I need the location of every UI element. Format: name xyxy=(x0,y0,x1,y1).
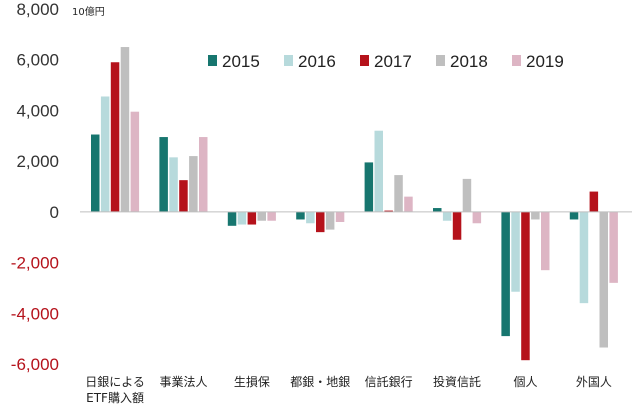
bar-2019 xyxy=(267,211,276,221)
bar-2016 xyxy=(442,211,452,221)
bar-2019 xyxy=(335,211,345,222)
bar-2019 xyxy=(541,211,550,271)
x-tick-label: 都銀・地銀 xyxy=(290,375,350,389)
legend-swatch-2015 xyxy=(208,55,217,66)
y-tick-label: -6,000 xyxy=(11,355,59,374)
bars xyxy=(91,47,618,361)
bar-2016 xyxy=(100,96,110,212)
bar-2015 xyxy=(91,134,100,212)
bar-2017 xyxy=(521,211,530,361)
bar-2018 xyxy=(394,175,403,212)
bar-2015 xyxy=(433,208,442,212)
bar-2019 xyxy=(472,211,482,224)
legend: 2015 2016 2017 2018 2019 xyxy=(208,52,564,71)
legend-swatch-2017 xyxy=(360,55,369,66)
x-tick-label: 個人 xyxy=(513,375,537,389)
legend-label-2015: 2015 xyxy=(222,52,260,71)
bar-2016 xyxy=(237,211,247,225)
x-tick-label: 日銀による ETF購入額 xyxy=(85,375,145,405)
y-tick-label: 0 xyxy=(50,203,59,222)
bar-2016 xyxy=(306,211,315,224)
legend-label-2017: 2017 xyxy=(374,52,412,71)
bar-2017 xyxy=(316,211,325,233)
legend-swatch-2016 xyxy=(284,55,293,66)
bar-2019 xyxy=(609,211,618,283)
legend-label-2019: 2019 xyxy=(526,52,564,71)
bar-2017 xyxy=(179,180,188,212)
bar-2015 xyxy=(227,211,237,226)
x-tick-label: 事業法人 xyxy=(159,375,207,389)
bar-2016 xyxy=(579,211,589,304)
x-tick-label: 信託銀行 xyxy=(365,374,413,389)
bar-2018 xyxy=(531,211,540,220)
y-tick-label: 4,000 xyxy=(16,101,59,120)
bar-2015 xyxy=(364,162,374,212)
bar-2015 xyxy=(501,211,510,337)
bar-2018 xyxy=(599,211,608,348)
bar-2015 xyxy=(569,211,579,220)
y-tick-label: 8,000 xyxy=(16,0,59,19)
bar-2016 xyxy=(374,130,383,212)
x-tick-label: 生損保 xyxy=(234,374,270,389)
unit-label: 10億円 xyxy=(72,5,105,18)
legend-swatch-2019 xyxy=(512,55,521,66)
bar-2019 xyxy=(199,137,208,212)
y-tick-label: -4,000 xyxy=(11,304,59,323)
bar-2016 xyxy=(511,211,520,292)
bar-2018 xyxy=(189,156,198,212)
bar-2019 xyxy=(130,111,140,212)
bar-2017 xyxy=(384,210,393,212)
y-tick-label: -2,000 xyxy=(11,254,59,273)
bar-2019 xyxy=(404,196,413,212)
legend-swatch-2018 xyxy=(436,55,445,66)
bar-2016 xyxy=(169,157,178,212)
x-tick-label: 投資信託 xyxy=(433,374,481,389)
bar-2017 xyxy=(452,211,462,240)
legend-label-2018: 2018 xyxy=(450,52,488,71)
y-axis: 8,000 6,000 4,000 2,000 0 -2,000 -4,000 -6,000 xyxy=(11,0,59,374)
bar-2018 xyxy=(325,211,335,230)
bar-2017 xyxy=(247,211,257,225)
bar-2015 xyxy=(296,211,305,220)
y-tick-label: 6,000 xyxy=(16,51,59,70)
bar-2017 xyxy=(589,191,599,212)
bar-2017 xyxy=(110,62,120,212)
x-tick-label: 外国人 xyxy=(576,375,612,389)
bar-2018 xyxy=(462,178,472,212)
bar-2018 xyxy=(257,211,266,221)
bar-2015 xyxy=(159,137,168,212)
legend-label-2016: 2016 xyxy=(298,52,336,71)
bar-2018 xyxy=(120,47,130,212)
y-tick-label: 2,000 xyxy=(16,152,59,171)
